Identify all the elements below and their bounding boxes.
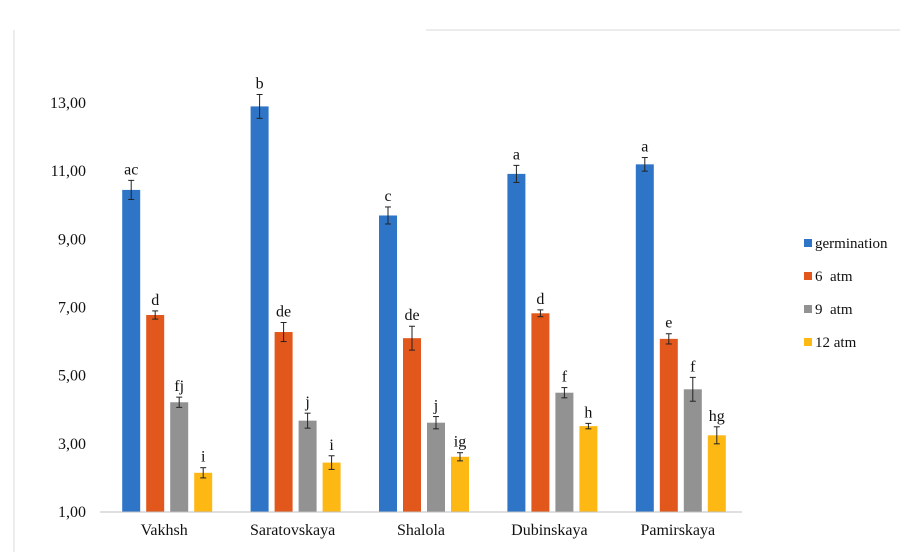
bar-6-atm-pamirskaya xyxy=(659,338,678,512)
bar-9-atm-shalola xyxy=(427,422,445,512)
bar-12-atm-vakhsh xyxy=(194,472,213,512)
x-category-label: Shalola xyxy=(397,522,445,539)
bar-9-atm-dubinskaya xyxy=(555,392,574,512)
significance-label: hg xyxy=(709,408,725,425)
significance-label: j xyxy=(433,398,438,415)
bar-6-atm-vakhsh xyxy=(146,314,165,512)
significance-label: i xyxy=(201,449,206,466)
significance-label: f xyxy=(690,358,696,375)
bar-6-atm-saratovskaya xyxy=(274,332,293,512)
legend-swatch xyxy=(804,239,812,247)
x-category-label: Vakhsh xyxy=(141,522,188,539)
significance-label: c xyxy=(384,188,391,205)
significance-label: e xyxy=(665,315,672,332)
significance-label: d xyxy=(536,291,544,308)
y-tick-label: 11,00 xyxy=(51,163,86,180)
y-tick-label: 5,00 xyxy=(58,368,86,385)
bar-12-atm-saratovskaya xyxy=(322,462,341,512)
bar-germination-dubinskaya xyxy=(507,173,526,513)
bar-6-atm-shalola xyxy=(403,338,421,512)
legend: germination 6 atm 9 atm 12 atm xyxy=(804,236,888,351)
bar-12-atm-dubinskaya xyxy=(579,426,598,512)
x-category-label: Saratovskaya xyxy=(250,522,335,539)
significance-label: a xyxy=(513,146,520,163)
y-tick-label: 7,00 xyxy=(58,300,86,317)
y-tick-label: 9,00 xyxy=(58,231,86,248)
bar-6-atm-dubinskaya xyxy=(531,313,550,512)
significance-label: de xyxy=(276,303,291,320)
significance-label: de xyxy=(404,307,419,324)
bar-12-atm-shalola xyxy=(451,456,469,512)
bar-9-atm-pamirskaya xyxy=(683,389,702,512)
legend-label: germination xyxy=(815,236,888,252)
significance-label: i xyxy=(329,437,334,454)
bar-germination-saratovskaya xyxy=(250,106,269,513)
significance-label: j xyxy=(304,394,309,411)
significance-label: f xyxy=(562,369,568,386)
significance-label: a xyxy=(641,139,648,156)
legend-swatch xyxy=(804,272,812,280)
x-category-label: Pamirskaya xyxy=(640,522,715,539)
legend-label: 9 atm xyxy=(815,302,853,318)
x-category-label: Dubinskaya xyxy=(511,522,587,539)
bar-germination-pamirskaya xyxy=(635,164,654,512)
bar-germination-shalola xyxy=(379,215,397,512)
significance-label: ig xyxy=(454,434,466,451)
significance-label: d xyxy=(151,292,159,309)
y-tick-label: 13,00 xyxy=(50,95,86,112)
significance-label: h xyxy=(584,404,592,421)
significance-label: fj xyxy=(174,378,184,395)
legend-label: 6 atm xyxy=(815,269,853,285)
y-tick-label: 3,00 xyxy=(58,436,86,453)
legend-swatch xyxy=(804,338,812,346)
plot-area: ac d fj i b de j i c de j ig a d f h a e f hg xyxy=(122,75,726,513)
bar-germination-vakhsh xyxy=(122,189,141,512)
y-axis-ticks: 1,00 3,00 5,00 7,00 9,00 11,00 13,00 xyxy=(50,95,86,521)
significance-label: b xyxy=(256,75,264,92)
significance-label: ac xyxy=(124,161,138,178)
bar-9-atm-saratovskaya xyxy=(298,420,317,512)
bar-9-atm-vakhsh xyxy=(170,402,189,512)
legend-swatch xyxy=(804,305,812,313)
bar-12-atm-pamirskaya xyxy=(707,435,726,512)
y-tick-label: 1,00 xyxy=(58,504,86,521)
x-axis-labels: Vakhsh Saratovskaya Shalola Dubinskaya Pamir… xyxy=(141,522,715,539)
legend-label: 12 atm xyxy=(815,335,857,351)
